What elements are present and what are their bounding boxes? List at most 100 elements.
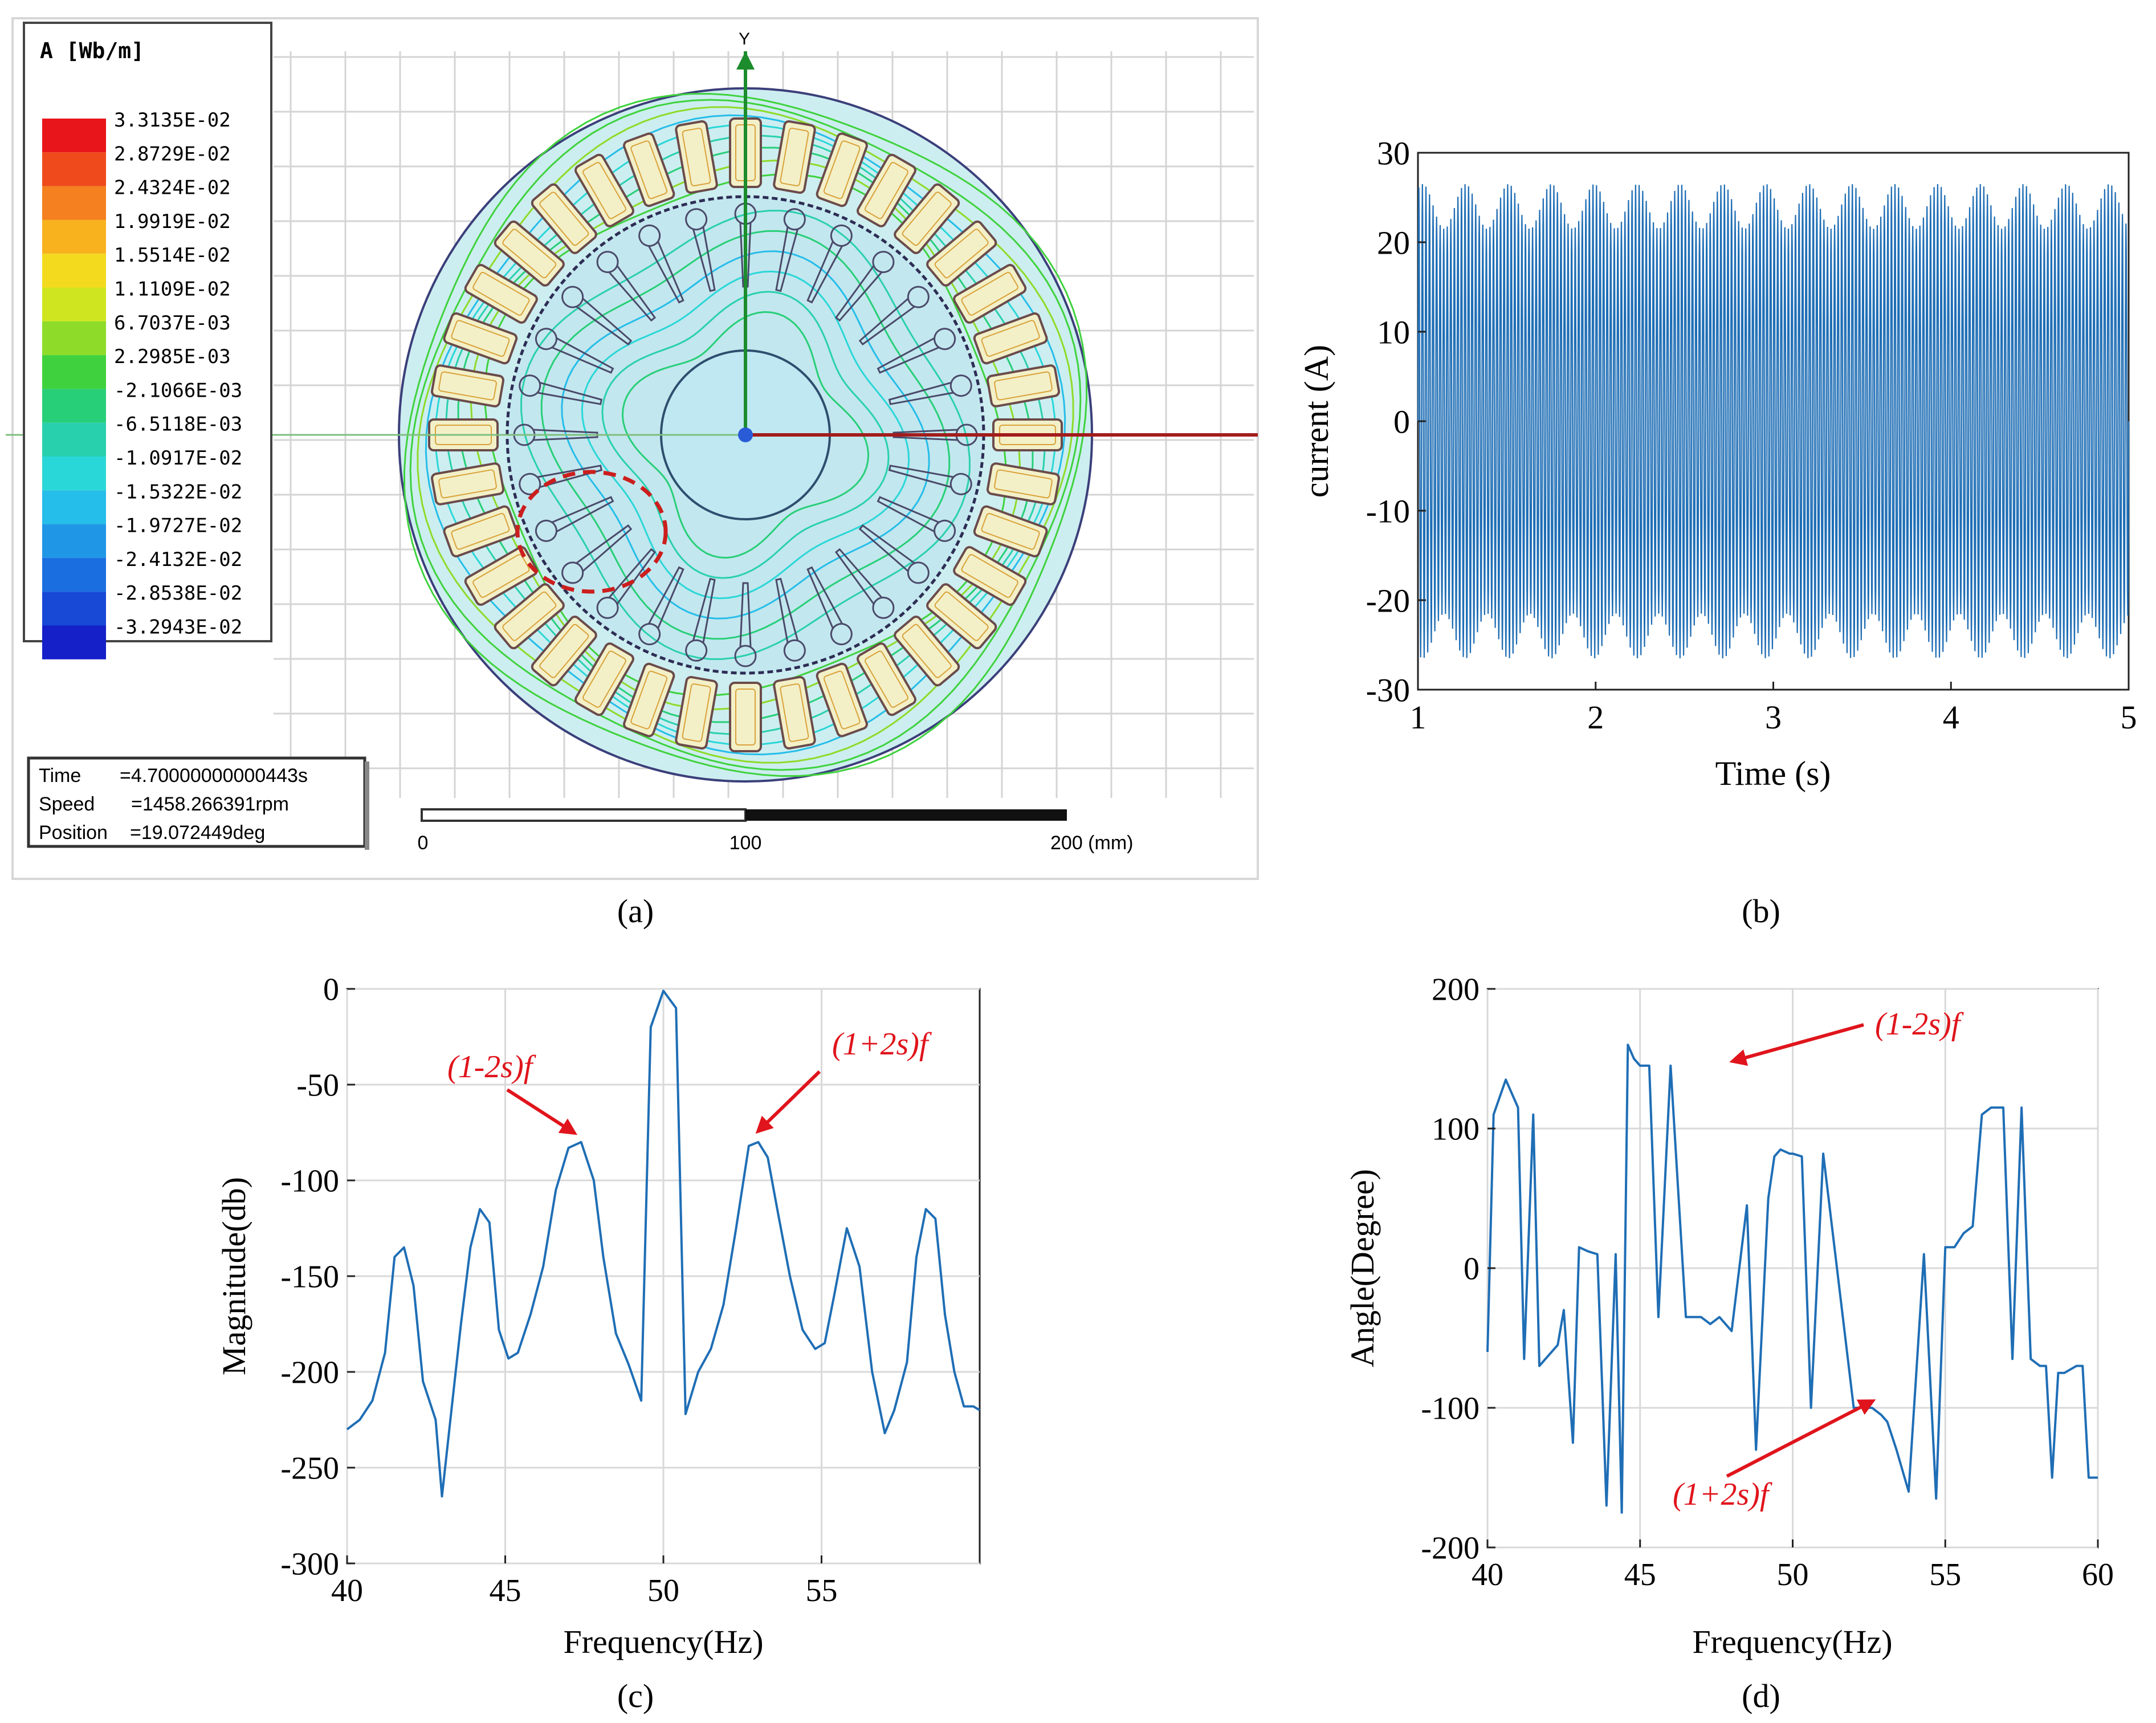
stator-slot: [816, 662, 868, 738]
panel-label-c: (c): [617, 1677, 654, 1714]
legend-swatch: [42, 524, 106, 558]
stator-slot: [464, 546, 538, 606]
y-tick-label: 0: [1464, 1252, 1480, 1287]
legend-swatch: [42, 422, 106, 457]
x-tick-label: 50: [1777, 1557, 1809, 1592]
panel-b-ticks: 1 2 3 4 5 30 20 10 0 -10 -20 -30: [1366, 135, 2137, 736]
y-tick-label: 10: [1377, 313, 1410, 351]
legend-swatch: [42, 119, 106, 153]
y-axis-label: Y: [739, 30, 750, 48]
legend-swatch: [42, 490, 106, 524]
legend-value: -6.5118E-03: [114, 413, 242, 436]
legend-swatch: [42, 219, 106, 254]
panel-d-xlabel: Frequency(Hz): [1692, 1623, 1892, 1660]
rotor-bar: [734, 582, 757, 667]
x-tick-label: 40: [331, 1573, 363, 1608]
y-tick-label: -250: [280, 1451, 339, 1486]
rotor-bar: [775, 577, 806, 662]
legend-value: -2.4132E-02: [114, 548, 242, 571]
scale-bar: 0 100 200 (mm): [418, 808, 1133, 854]
legend-swatch: [42, 592, 106, 626]
stator-slot: [443, 312, 518, 365]
panel-c-ticks: 40 45 50 55 0 -50 -100 -150 -200 -250 -300: [280, 972, 837, 1608]
stator-slot: [574, 642, 634, 716]
y-tick-label: -200: [280, 1355, 339, 1391]
legend-swatch: [42, 287, 106, 321]
y-tick-label: 0: [323, 972, 339, 1008]
stator-slot: [494, 583, 565, 650]
rotor-bar: [834, 251, 895, 322]
panel-b-current-chart: 1 2 3 4 5 30 20 10 0 -10 -20 -30 Time (s) current (…: [1298, 135, 2137, 792]
y-tick-label: 200: [1432, 972, 1480, 1008]
annotation-d-1+2s: (1+2s)f: [1673, 1399, 1876, 1512]
legend-value: 2.8729E-02: [114, 142, 231, 165]
stator-slot: [894, 183, 960, 254]
legend-swatch: [42, 457, 106, 491]
scale-tick-100: 100: [729, 832, 762, 854]
y-tick-label: 0: [1393, 403, 1410, 440]
current-series: [1417, 184, 2130, 659]
rotor-bar: [596, 548, 657, 619]
legend-value: -3.2943E-02: [114, 616, 242, 639]
annotation-d-1-2s-text: (1-2s)f: [1875, 1007, 1965, 1042]
panel-label-a: (a): [617, 893, 654, 930]
stator-slot: [894, 616, 960, 687]
annotation-d-1-2s: (1-2s)f: [1729, 1007, 1965, 1066]
y-tick-label: -100: [1421, 1391, 1480, 1427]
rotor-bar: [877, 496, 956, 542]
x-tick-label: 45: [490, 1573, 521, 1608]
y-tick-label: 30: [1377, 135, 1410, 172]
stator-slot: [857, 153, 916, 227]
panel-label-d: (d): [1742, 1677, 1780, 1714]
legend-value: -1.5322E-02: [114, 480, 242, 503]
x-tick-label: 40: [1472, 1557, 1503, 1592]
magnitude-line: [346, 989, 981, 1498]
rotor-bar: [561, 286, 633, 346]
y-tick-label: -100: [280, 1164, 339, 1199]
stator-slot: [816, 132, 868, 207]
rotor-bar: [858, 286, 930, 346]
status-box: Time =4.70000000000443s Speed =1458.2663…: [27, 756, 369, 850]
rotor-bar: [596, 251, 657, 322]
y-tick-label: 100: [1432, 1112, 1480, 1147]
legend-value: 1.9919E-02: [114, 210, 231, 233]
rotor-bar: [685, 577, 716, 662]
stator-slot: [973, 312, 1048, 365]
y-tick-label: -200: [1421, 1531, 1480, 1566]
rotor-bar: [638, 566, 684, 646]
stator-slot: [531, 616, 597, 687]
stator-slot: [973, 505, 1048, 557]
panel-label-b: (b): [1742, 893, 1780, 930]
panel-b-ylabel: current (A): [1298, 345, 1335, 498]
highlight-ellipse: [515, 470, 668, 594]
stator-slot: [443, 505, 518, 557]
y-tick-label: -20: [1366, 582, 1410, 619]
y-axis-arrow-icon: [736, 51, 755, 70]
rotor-bar: [806, 566, 853, 646]
y-tick-label: -30: [1366, 671, 1410, 708]
stator-slot: [574, 153, 634, 227]
rotor-bar: [834, 548, 895, 619]
rotor-bar: [858, 524, 930, 584]
rotor-bar: [775, 208, 806, 292]
magnitude-series: [346, 989, 981, 1498]
x-tick-label: 5: [2121, 699, 2137, 736]
panel-a-field-plot: Y A [Wb/m] 3.3135E-02 2.8729E-02 2.4324E-0…: [6, 17, 1259, 880]
stator-slot: [431, 462, 505, 506]
panel-d-ylabel: Angle(Degree): [1344, 1169, 1381, 1367]
legend-swatch: [42, 355, 106, 389]
rotor-bar: [561, 524, 633, 584]
rotor-bar: [877, 328, 956, 374]
phase-line: [1486, 1044, 2098, 1514]
legend-swatch: [42, 557, 106, 592]
stator-slot: [623, 662, 675, 738]
panel-c-ylabel: Magnitude(db): [215, 1177, 252, 1375]
rotor-bar: [888, 374, 972, 405]
stator-slot: [773, 675, 816, 750]
stator-slot: [926, 220, 997, 287]
legend-value: 6.7037E-03: [114, 312, 231, 335]
legend-swatch: [42, 254, 106, 288]
x-tick-label: 45: [1624, 1557, 1656, 1592]
stator-slot: [953, 546, 1027, 606]
position-label: Position: [39, 822, 108, 844]
